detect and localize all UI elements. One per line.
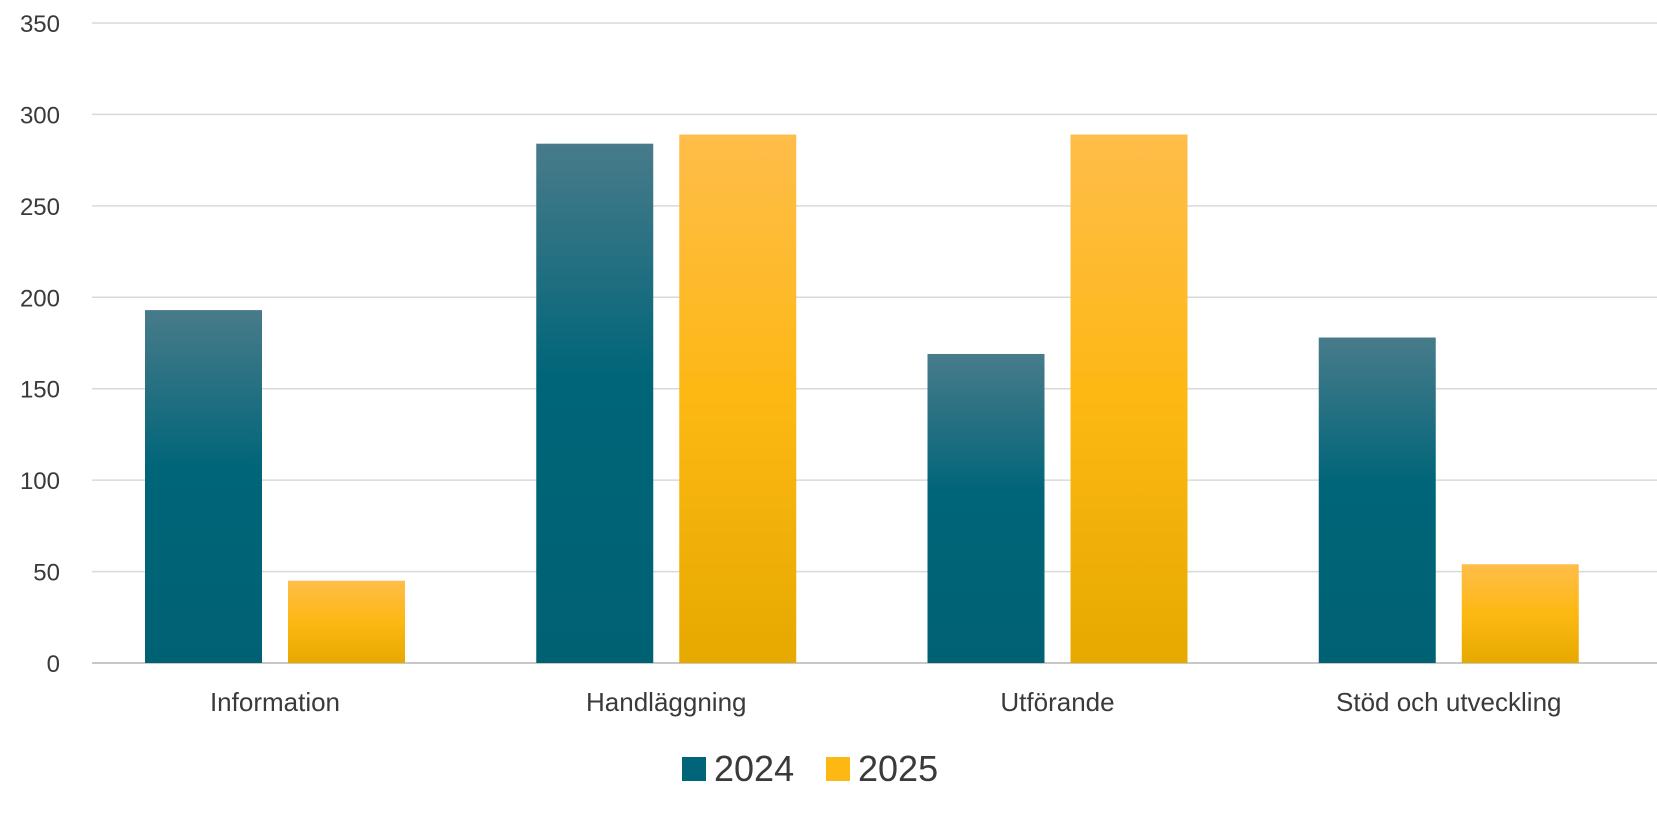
- bar-2024-information: [145, 310, 262, 663]
- x-category-label: Stöd och utveckling: [1336, 687, 1561, 717]
- legend-swatch-2025: [826, 757, 850, 781]
- y-tick-label: 250: [20, 194, 60, 221]
- x-axis-categories: Information Handläggning Utförande Stöd och…: [210, 687, 1562, 717]
- y-tick-label: 150: [20, 377, 60, 404]
- bar-2025-information: [288, 580, 405, 663]
- y-tick-label: 50: [33, 560, 60, 587]
- y-tick-label: 100: [20, 468, 60, 495]
- legend: 2024 2025: [682, 748, 938, 789]
- x-category-label: Handläggning: [586, 687, 746, 717]
- bar-2025-stöd-och-utveckling: [1461, 564, 1579, 663]
- y-tick-label: 0: [47, 651, 60, 678]
- bars: [145, 134, 1579, 664]
- y-tick-label: 300: [20, 102, 60, 129]
- y-tick-label: 200: [20, 285, 60, 312]
- bar-2025-handläggning: [679, 134, 797, 664]
- legend-swatch-2024: [682, 757, 706, 781]
- legend-label-2024: 2024: [714, 748, 794, 789]
- legend-label-2025: 2025: [858, 748, 938, 789]
- y-tick-label: 350: [20, 11, 60, 38]
- y-axis-ticks: 0 50 100 150 200 250 300 350: [20, 11, 60, 678]
- bar-2024-utförande: [927, 353, 1045, 663]
- x-category-label: Utförande: [1000, 687, 1114, 717]
- x-category-label: Information: [210, 687, 340, 717]
- bar-2025-utförande: [1070, 134, 1188, 664]
- bar-2024-stöd-och-utveckling: [1318, 337, 1436, 663]
- bar-2024-handläggning: [536, 143, 654, 663]
- gridlines: [92, 22, 1657, 664]
